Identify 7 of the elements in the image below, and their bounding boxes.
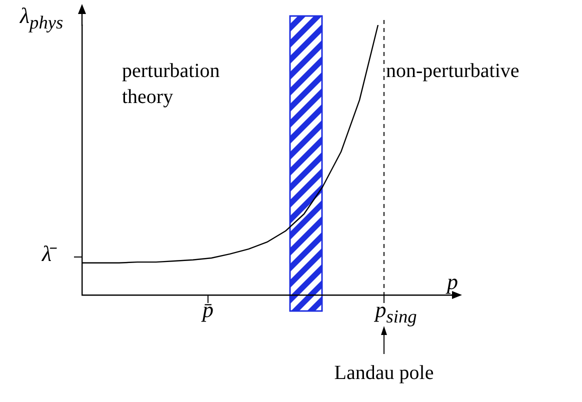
annotation: non-perturbative xyxy=(386,59,520,84)
text: Landau pole xyxy=(334,361,434,386)
x-axis-title: p xyxy=(447,268,458,296)
text: p̄ xyxy=(202,296,214,324)
text: p$_{sing}$ xyxy=(375,296,417,328)
y-axis-title: λ$_{phys}$ xyxy=(20,2,64,34)
annotation: perturbation theory xyxy=(122,59,220,110)
